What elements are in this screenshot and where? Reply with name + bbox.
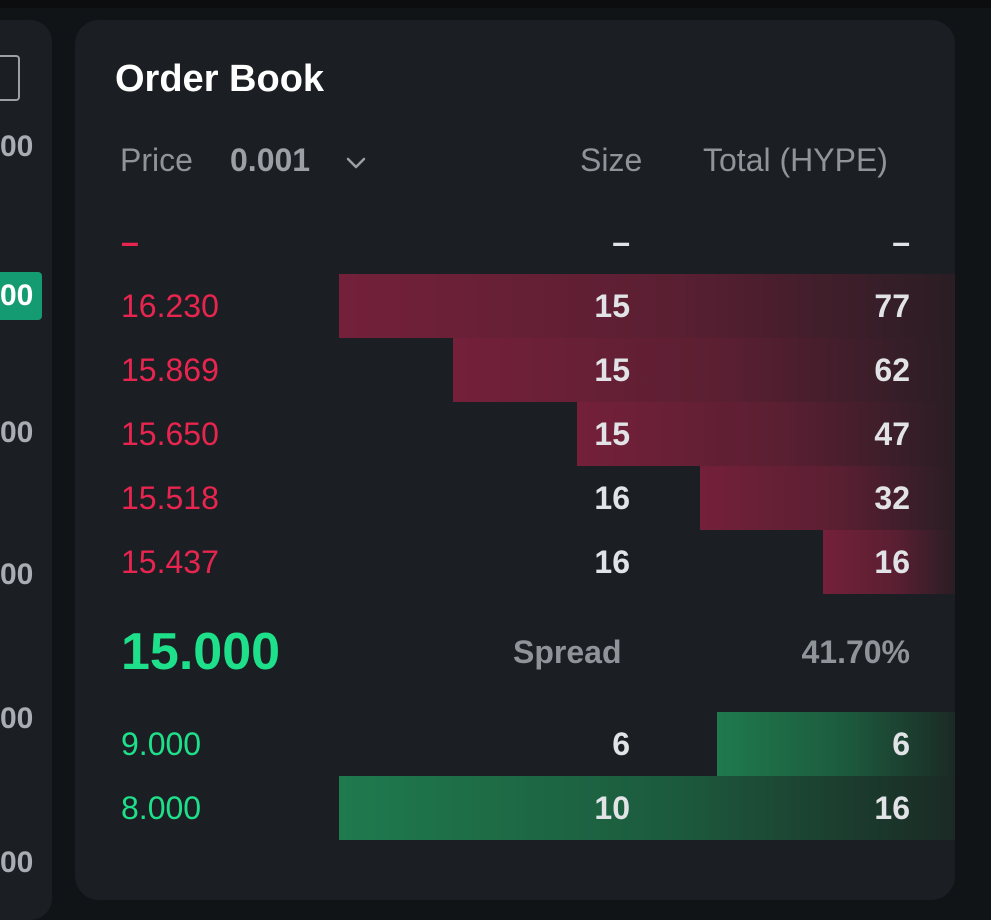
size-column-header: Size [580,142,643,178]
chevron-down-icon[interactable] [345,156,367,170]
placeholder-row: – – – [75,210,955,274]
spread-value: 41.70% [801,634,910,670]
ask-row[interactable]: 16.230 15 77 [75,274,955,338]
ask-row[interactable]: 15.869 15 62 [75,338,955,402]
left-axis-tick: 00 [0,846,34,879]
ask-total: 32 [874,480,910,516]
depth-bar [339,776,955,840]
depth-bar [700,466,955,530]
left-panel [0,20,52,920]
spread-label: Spread [513,634,622,670]
total-column-header: Total (HYPE) [703,142,888,178]
depth-bar [453,338,955,402]
bid-price: 9.000 [121,726,202,762]
price-column-header: Price [120,142,193,178]
ask-total: 62 [874,352,910,388]
ask-size: 15 [594,352,630,388]
top-border [0,0,991,8]
ask-price: 16.230 [121,288,219,324]
left-axis-tick: 00 [0,702,34,735]
ask-row[interactable]: 15.518 16 32 [75,466,955,530]
depth-bar [717,712,955,776]
ask-size: 15 [594,288,630,324]
bid-row[interactable]: 9.000 6 6 [75,712,955,776]
depth-bar [577,402,955,466]
ask-size: 16 [594,544,630,580]
ask-size: 15 [594,416,630,452]
ask-total: 16 [874,544,910,580]
left-axis-tick: 00 [0,130,34,163]
mid-price: 15.000 [121,623,281,681]
ask-price: 15.437 [121,544,219,580]
row-size: – [612,224,630,260]
row-price: – [121,224,139,260]
ask-size: 16 [594,480,630,516]
ask-row[interactable]: 15.650 15 47 [75,402,955,466]
ask-price: 15.869 [121,352,219,388]
order-book-title: Order Book [115,58,325,100]
left-current-badge: 00 [0,272,42,320]
bid-size: 6 [612,726,630,762]
left-axis-tick: 00 [0,416,34,449]
depth-bar [823,530,955,594]
ask-total: 77 [874,288,910,324]
bid-row[interactable]: 8.000 10 16 [75,776,955,840]
ask-price: 15.650 [121,416,219,452]
bid-price: 8.000 [121,790,202,826]
left-axis-tick: 00 [0,558,34,591]
tick-size-select[interactable]: 0.001 [230,142,311,178]
depth-bar [339,274,955,338]
order-book-panel: Order Book Price 0.001 Size Total (HYPE)… [75,20,955,900]
expand-icon[interactable] [0,55,20,101]
bid-total: 6 [892,726,910,762]
ask-total: 47 [874,416,910,452]
row-total: – [892,224,910,260]
bid-total: 16 [874,790,910,826]
ask-price: 15.518 [121,480,219,516]
bid-size: 10 [594,790,630,826]
ask-row[interactable]: 15.437 16 16 [75,530,955,594]
